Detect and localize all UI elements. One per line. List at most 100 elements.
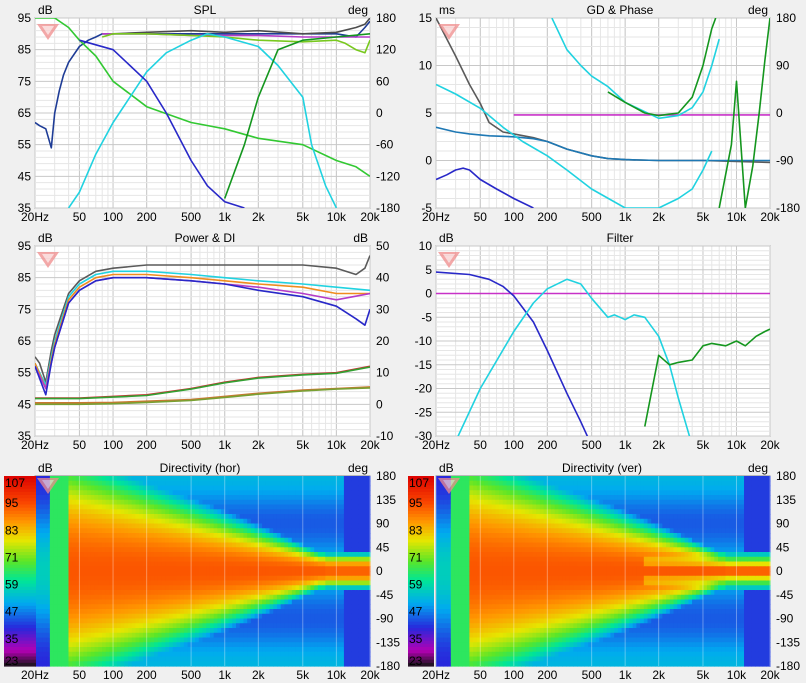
heatmap-cell [94,656,99,662]
heatmap-cell [206,518,211,525]
heatmap-cell [358,547,364,553]
colorbar-cell [4,596,36,601]
heatmap-cell [273,542,278,548]
heatmap-cell [458,594,463,601]
heatmap-cell [198,613,204,620]
heatmap-cell [447,509,452,515]
colorbar-cell [4,529,36,534]
heatmap-cell [183,599,189,605]
heatmap-cell [139,490,144,496]
heatmap-cell [332,575,338,582]
colorbar-cell [4,574,36,578]
heatmap-cell [243,523,248,529]
heatmap-cell [109,651,114,658]
heatmap-cell [450,518,456,525]
x-tick-label: 5k [697,210,711,224]
heatmap-cell [239,490,245,496]
heatmap-cell [157,599,163,605]
heatmap-cell [38,533,44,539]
heatmap-cell [469,613,474,620]
heatmap-cell [461,609,467,615]
heatmap-cell [258,547,263,553]
heatmap-cell [154,623,159,629]
heatmap-cell [221,476,226,482]
heatmap-cell [295,542,300,548]
heatmap-cell [72,628,77,634]
heatmap-cell [116,575,122,582]
heatmap-cell [303,618,308,624]
heatmap-cell [87,575,92,582]
heatmap-cell [146,661,151,667]
heatmap-cell [165,514,170,520]
heatmap-cell [306,661,312,667]
heatmap-cell [254,552,259,558]
heatmap-cell [202,566,207,572]
heatmap-cell [329,504,334,510]
heatmap-cell [473,495,478,501]
heatmap-cell [98,647,103,653]
heatmap-cell [329,632,334,639]
heatmap-cell [128,509,133,515]
heatmap-cell [487,594,493,601]
heatmap-cell [295,504,300,510]
heatmap-cell [506,647,511,653]
heatmap-cell [90,647,96,653]
heatmap-cell [254,561,259,567]
heatmap-cell [355,566,360,572]
heatmap-cell [306,613,312,620]
heatmap-cell [72,547,77,553]
heatmap-cell [299,514,304,520]
heatmap-cell [202,599,207,605]
heatmap-cell [232,552,237,558]
heatmap-cell [94,476,99,482]
heatmap-cell [476,590,482,596]
heatmap-cell [213,613,218,620]
heatmap-cell [458,556,463,563]
heatmap-cell [299,480,304,487]
heatmap-cell [502,547,508,553]
heatmap-cell [247,594,252,601]
heatmap-cell [465,509,470,515]
heatmap-cells [436,476,771,667]
heatmap-cell [124,632,129,639]
heatmap-cell [310,575,315,582]
heatmap-cell [128,585,133,591]
heatmap-cell [165,585,170,591]
heatmap-cell [321,561,326,567]
heatmap-cell [35,542,40,548]
heatmap-cell [495,490,500,496]
heatmap-cell [206,628,211,634]
heatmap-cell [35,647,40,653]
colorbar-cell [4,479,36,483]
heatmap-cell [221,523,226,529]
heatmap-cell [269,514,274,520]
heatmap-cell [75,594,81,601]
heatmap-cell [284,613,289,620]
heatmap-cell [53,618,58,624]
heatmap-cell [228,571,233,577]
heatmap-cell [53,623,58,629]
heatmap-cell [317,523,323,529]
heatmap-cell [484,480,489,487]
heatmap-cell [454,618,459,624]
heatmap-cell [476,556,482,563]
heatmap-cell [291,599,297,605]
heatmap-cell [362,518,367,525]
heatmap-cell [347,656,352,662]
heatmap-cell [38,599,44,605]
heatmap-cell [57,509,62,515]
heatmap-cell [209,590,215,596]
heatmap-cell [113,647,118,653]
heatmap-cell [236,656,241,662]
heatmap-cell [46,547,51,553]
heatmap-cell [447,585,452,591]
chart-dir_hor: 20Hz 50 100 200 500 1k 2k 5k 10k 20k18013590450-4… [4,461,400,682]
heatmap-cell [176,594,181,601]
heatmap-cell [321,495,326,501]
heatmap-cell [49,495,55,501]
heatmap-cell [495,585,500,591]
heatmap-cell [172,476,178,482]
heatmap-cell [239,647,245,653]
heatmap-cell [458,504,463,510]
heatmap-cell [209,656,215,662]
